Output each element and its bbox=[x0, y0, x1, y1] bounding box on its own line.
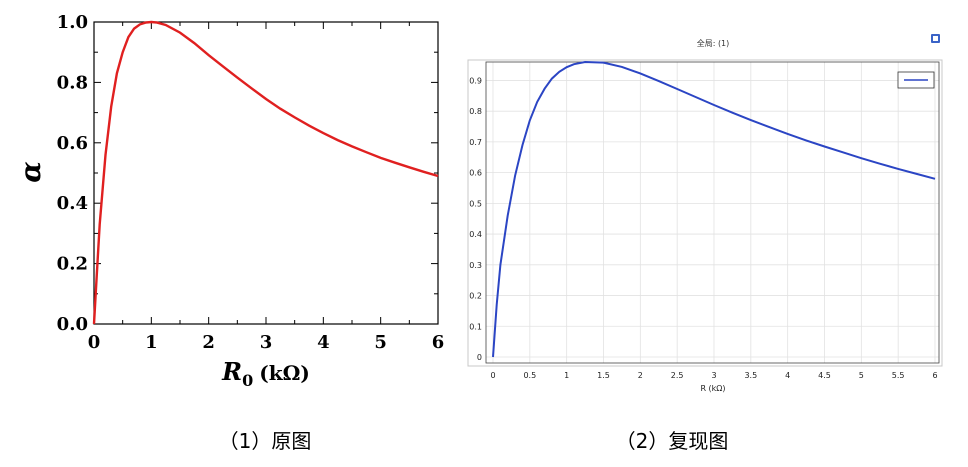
original-x-tick-label: 0 bbox=[88, 332, 101, 353]
reproduction-y-tick-label: 0 bbox=[477, 353, 482, 362]
reproduction-x-tick-label: 1 bbox=[564, 371, 569, 380]
original-y-tick-label: 0.0 bbox=[57, 314, 88, 335]
reproduction-x-tick-label: 2.5 bbox=[671, 371, 684, 380]
reproduction-x-tick-label: 6 bbox=[932, 371, 937, 380]
reproduction-y-tick-label: 0.9 bbox=[469, 76, 482, 85]
original-y-tick-label: 0.4 bbox=[57, 193, 88, 214]
reproduction-x-axis-label: R (kΩ) bbox=[700, 384, 725, 393]
export-icon[interactable] bbox=[931, 34, 940, 43]
original-x-tick-label: 2 bbox=[202, 332, 215, 353]
reproduction-x-tick-label: 2 bbox=[638, 371, 643, 380]
original-y-tick-label: 0.6 bbox=[57, 133, 88, 154]
original-y-tick-label: 0.8 bbox=[57, 72, 88, 93]
original-x-tick-label: 3 bbox=[260, 332, 273, 353]
original-x-tick-label: 4 bbox=[317, 332, 330, 353]
original-x-axis-label: R0 (kΩ) bbox=[221, 357, 310, 390]
reproduction-y-tick-label: 0.8 bbox=[469, 107, 482, 116]
original-chart: 0 1 2 3 4 5 60.00.20.40.60.81.0 α R0 (kΩ) （1）原图 bbox=[14, 12, 444, 453]
reproduction-x-tick-label: 5.5 bbox=[892, 371, 905, 380]
original-x-label-unit: (kΩ) bbox=[259, 361, 310, 385]
reproduction-y-tick-label: 0.1 bbox=[469, 322, 482, 331]
reproduction-plot-frame bbox=[485, 61, 940, 364]
legend-box bbox=[897, 71, 935, 89]
reproduction-y-tick-label: 0.3 bbox=[469, 261, 482, 270]
reproduction-x-tick-label: 1.5 bbox=[597, 371, 610, 380]
reproduction-caption: （2）复现图 bbox=[616, 429, 729, 453]
reproduction-title: 全局: (1) bbox=[697, 38, 730, 48]
reproduction-x-tick-label: 4.5 bbox=[818, 371, 831, 380]
original-x-tick-label: 6 bbox=[432, 332, 445, 353]
reproduction-x-tick-label: 4 bbox=[785, 371, 790, 380]
original-y-tick-label: 1.0 bbox=[57, 12, 88, 33]
reproduction-y-tick-label: 0.4 bbox=[469, 230, 482, 239]
original-tick-labels: 0 1 2 3 4 5 6 0.0 0.2 0.4 0.6 0.8 1.0 bbox=[57, 12, 445, 353]
original-x-tick-label: 5 bbox=[374, 332, 387, 353]
reproduction-x-tick-label: 3 bbox=[711, 371, 716, 380]
original-x-label-var: R bbox=[221, 357, 242, 386]
reproduction-x-tick-label: 0.5 bbox=[523, 371, 536, 380]
reproduction-y-tick-label: 0.2 bbox=[469, 292, 482, 301]
reproduction-y-tick-label: 0.6 bbox=[469, 169, 482, 178]
original-x-label-subscript: 0 bbox=[242, 371, 253, 390]
original-y-axis-label: α bbox=[14, 161, 47, 183]
original-y-tick-label: 0.2 bbox=[57, 254, 88, 275]
reproduction-x-tick-label: 0 bbox=[490, 371, 495, 380]
reproduction-grid bbox=[486, 62, 939, 363]
reproduction-panel-border bbox=[467, 59, 943, 367]
reproduction-x-tick-label: 3.5 bbox=[744, 371, 757, 380]
reproduction-tick-labels: 0 0.5 1 1.5 2 2.5 3 3.5 4 4.5 5 5.5 6 0 0.1 0.2 0.3 0.4 0.… bbox=[469, 76, 937, 380]
original-plot-frame bbox=[93, 21, 439, 325]
reproduction-y-tick-label: 0.5 bbox=[469, 199, 482, 208]
reproduction-x-tick-label: 5 bbox=[859, 371, 864, 380]
original-x-tick-label: 1 bbox=[145, 332, 158, 353]
original-curve bbox=[92, 20, 439, 325]
original-ticks bbox=[93, 21, 439, 325]
original-caption: （1）原图 bbox=[219, 429, 312, 453]
reproduction-chart: 全局: (1) 0 0.5 1 1.5 2 2.5 3 3.5 4 4.5 5 5.5 6 0 0.1 0.2… bbox=[467, 34, 943, 453]
reproduction-y-tick-label: 0.7 bbox=[469, 138, 482, 147]
reproduction-curve bbox=[492, 60, 936, 358]
